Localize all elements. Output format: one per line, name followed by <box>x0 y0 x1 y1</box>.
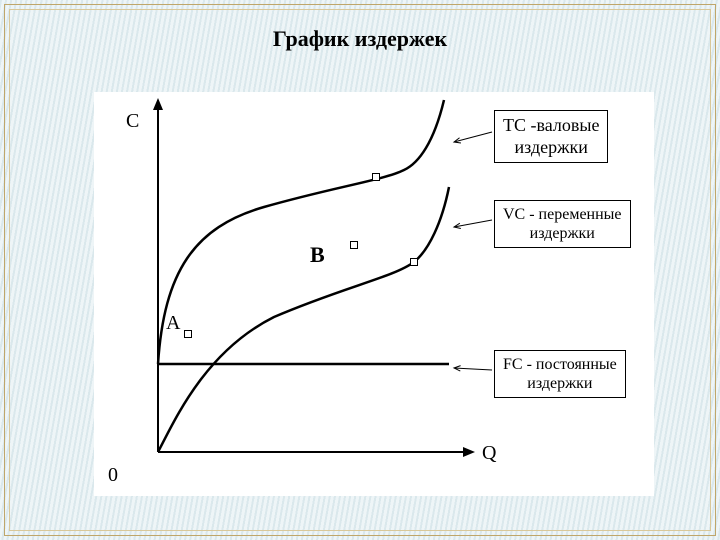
y-axis-label: C <box>126 110 139 133</box>
point-b-label: B <box>310 242 325 268</box>
legend-fc: FC - постоянные издержки <box>494 350 626 398</box>
legend-tc-line2: издержки <box>515 137 588 157</box>
legend-tc-line1: TC -валовые <box>503 115 599 135</box>
legend-fc-line2: издержки <box>527 375 592 392</box>
legend-vc-line2: издержки <box>530 225 595 242</box>
origin-label: 0 <box>108 464 118 487</box>
legend-vc: VC - переменные издержки <box>494 200 631 248</box>
legend-vc-line1: VC - переменные <box>503 206 622 223</box>
legend-fc-line1: FC - постоянные <box>503 356 617 373</box>
point-a-label: A <box>166 312 180 335</box>
legend-tc: TC -валовые издержки <box>494 110 608 163</box>
page-title: График издержек <box>0 26 720 52</box>
x-axis-label: Q <box>482 442 496 465</box>
cost-diagram: C Q 0 A B TC -валовые издержки VC - пере… <box>94 92 654 496</box>
